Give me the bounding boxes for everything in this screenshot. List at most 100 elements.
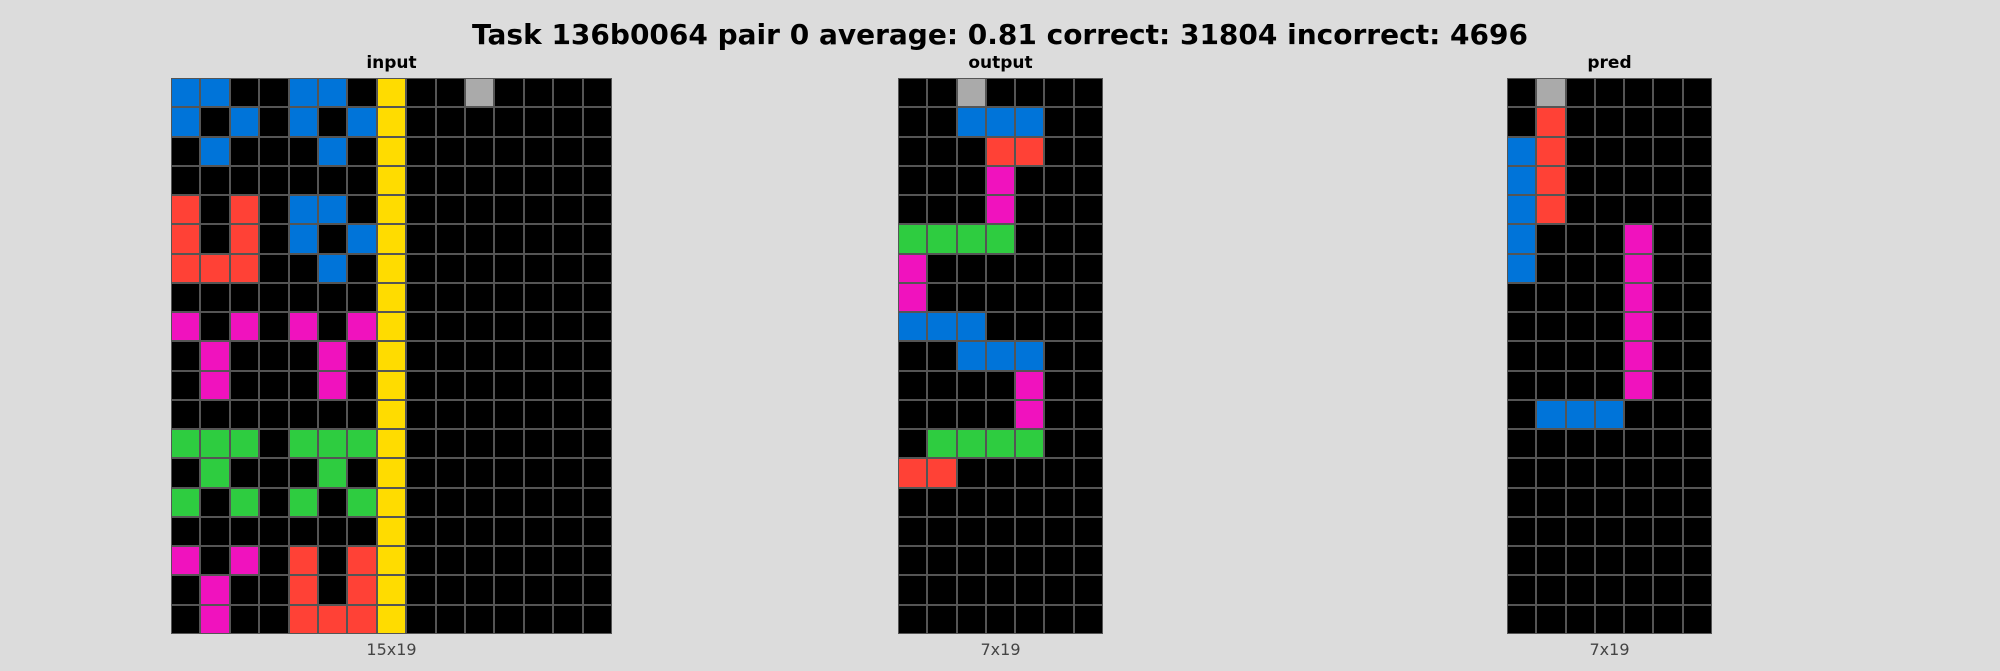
grid-cell xyxy=(465,166,494,195)
grid-cell xyxy=(1625,459,1653,487)
grid-cell xyxy=(348,196,376,224)
grid-cell xyxy=(1625,196,1653,224)
grid-cell xyxy=(1683,166,1711,195)
grid-cell xyxy=(495,605,523,633)
grid-cell xyxy=(172,196,200,224)
grid-cell xyxy=(524,547,553,575)
grid-cell xyxy=(348,283,376,312)
grid-cell xyxy=(201,605,229,633)
grid-cell xyxy=(1508,517,1536,546)
grid-cell xyxy=(583,137,611,165)
grid-cell xyxy=(465,313,494,341)
grid-cell xyxy=(377,488,406,516)
grid-cell xyxy=(1016,79,1044,107)
grid-cell xyxy=(1016,313,1044,341)
grid-cell xyxy=(318,108,347,136)
grid-cell xyxy=(377,79,406,107)
grid-cell xyxy=(1016,108,1044,136)
grid-cell xyxy=(928,254,956,282)
grid-cell xyxy=(1566,79,1594,107)
grid-cell xyxy=(201,79,229,107)
grid-cell xyxy=(318,166,347,195)
grid-cell xyxy=(1595,371,1624,399)
grid-cell xyxy=(289,342,317,370)
grid-cell xyxy=(1508,137,1536,165)
grid-cell xyxy=(172,254,200,282)
grid-cell xyxy=(583,283,611,312)
grid-cell xyxy=(1016,371,1044,399)
grid-cell xyxy=(465,488,494,516)
grid-cell xyxy=(348,459,376,487)
grid-cell xyxy=(318,605,347,633)
grid-cell xyxy=(928,605,956,633)
grid-cell xyxy=(1508,459,1536,487)
grid-cell xyxy=(377,108,406,136)
grid-cell xyxy=(436,400,464,429)
grid-cell xyxy=(957,166,985,195)
grid-cell xyxy=(524,371,553,399)
grid-cell xyxy=(1566,166,1594,195)
grid-cell xyxy=(495,254,523,282)
grid-cell xyxy=(172,576,200,604)
grid-cell xyxy=(928,547,956,575)
grid-cell xyxy=(957,196,985,224)
grid-cell xyxy=(1566,517,1594,546)
grid-cell xyxy=(436,605,464,633)
grid-cell xyxy=(1537,400,1565,429)
grid-cell xyxy=(230,225,259,253)
grid-cell xyxy=(1595,430,1624,458)
grid-cell xyxy=(986,459,1015,487)
grid-cell xyxy=(1566,430,1594,458)
grid-cell xyxy=(1683,283,1711,312)
grid-cell xyxy=(348,371,376,399)
grid-cell xyxy=(1683,254,1711,282)
grid-cell xyxy=(554,371,582,399)
grid-cell xyxy=(1508,430,1536,458)
grid-cell xyxy=(407,547,435,575)
grid-cell xyxy=(172,313,200,341)
grid-cell xyxy=(318,459,347,487)
grid-cell xyxy=(377,196,406,224)
grid-cell xyxy=(1625,137,1653,165)
grid-cell xyxy=(260,166,288,195)
grid-cell xyxy=(957,517,985,546)
grid-cell xyxy=(1045,313,1073,341)
grid-cell xyxy=(1074,166,1102,195)
grid-cell xyxy=(583,166,611,195)
grid-cell xyxy=(524,576,553,604)
grid-cell xyxy=(260,342,288,370)
grid-cell xyxy=(1045,254,1073,282)
grid-cell xyxy=(554,254,582,282)
grid-cell xyxy=(201,517,229,546)
grid-cell xyxy=(348,517,376,546)
input-panel: input 15x19 xyxy=(171,53,612,659)
grid-cell xyxy=(1016,254,1044,282)
grid-cell xyxy=(957,605,985,633)
grid-cell xyxy=(1537,283,1565,312)
grid-cell xyxy=(172,605,200,633)
grid-cell xyxy=(957,400,985,429)
grid-cell xyxy=(1508,254,1536,282)
grid-cell xyxy=(407,225,435,253)
grid-cell xyxy=(1595,576,1624,604)
grid-cell xyxy=(1595,400,1624,429)
grid-cell xyxy=(583,342,611,370)
grid-cell xyxy=(172,283,200,312)
grid-cell xyxy=(230,605,259,633)
grid-cell xyxy=(899,254,927,282)
grid-cell xyxy=(289,371,317,399)
grid-cell xyxy=(289,79,317,107)
grid-cell xyxy=(377,225,406,253)
grid-cell xyxy=(1537,137,1565,165)
grid-cell xyxy=(1595,459,1624,487)
grid-cell xyxy=(1625,430,1653,458)
grid-cell xyxy=(407,166,435,195)
grid-cell xyxy=(554,313,582,341)
grid-cell xyxy=(1595,605,1624,633)
grid-cell xyxy=(554,517,582,546)
grid-cell xyxy=(1683,108,1711,136)
grid-cell xyxy=(554,108,582,136)
grid-cell xyxy=(436,547,464,575)
grid-cell xyxy=(1508,342,1536,370)
grid-cell xyxy=(1508,108,1536,136)
